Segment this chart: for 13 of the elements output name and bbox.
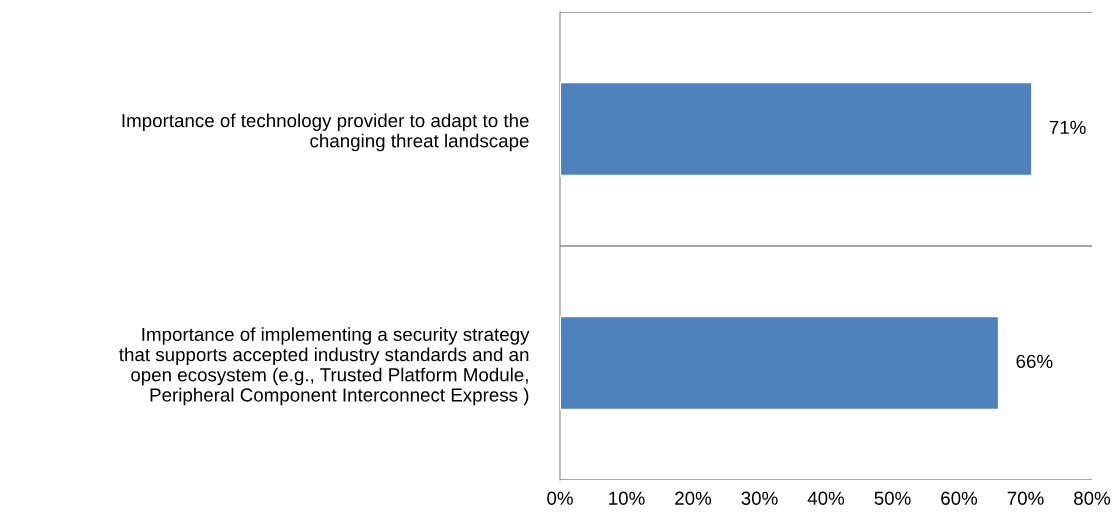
- x-tick-label: 20%: [675, 491, 712, 505]
- x-tick-label: 80%: [1074, 491, 1111, 505]
- x-tick-label: 50%: [874, 491, 911, 505]
- x-tick-label: 40%: [807, 491, 845, 505]
- data-label: 66%: [1016, 354, 1053, 369]
- x-tick-label: 10%: [609, 491, 645, 505]
- data-label: 71%: [1049, 120, 1086, 134]
- x-tick-label: 30%: [741, 491, 778, 505]
- y-tick-label: Importance of implementing a security strategy that supports accepted industry standards and an open ecosystem (e.g., Trusted Platform Module, Peripheral Component Interconnect Express ): [119, 327, 530, 406]
- x-tick-label: 60%: [941, 491, 978, 505]
- y-tick-label: Importance of technology provider to adapt to the changing threat landscape: [122, 113, 529, 152]
- x-tick-label: 70%: [1007, 491, 1044, 505]
- x-tick-label: 0%: [547, 491, 573, 505]
